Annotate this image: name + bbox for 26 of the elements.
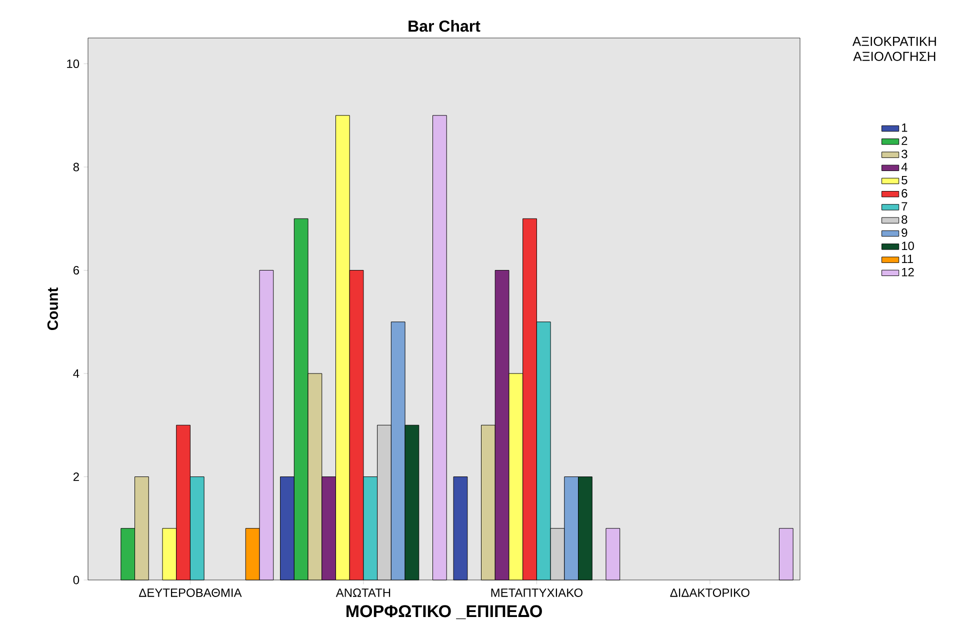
y-tick-label: 4 <box>73 369 80 378</box>
y-axis-title: Count <box>47 288 58 330</box>
y-tick-label: 6 <box>73 266 80 275</box>
y-tick-label: 2 <box>73 472 79 481</box>
y-tick-label: 8 <box>73 162 80 172</box>
legend-label: 12 <box>902 268 914 276</box>
legend-label: 7 <box>902 202 908 210</box>
legend-label: 6 <box>902 189 908 198</box>
legend-label: 10 <box>902 242 914 250</box>
legend-label: 2 <box>902 136 908 145</box>
legend-label: 1 <box>902 123 908 132</box>
legend-title: ΑΞΙΟΚΡΑΤΙΚΗ ΑΞΙΟΛΟΓΗΣΗ <box>852 36 936 61</box>
y-tick-label: 10 <box>67 60 80 68</box>
x-tick-label: ΑΝΩΤΑΤΗ <box>336 588 390 597</box>
legend-label: 8 <box>902 215 908 224</box>
legend-label: 11 <box>902 254 913 264</box>
y-tick-label: 0 <box>73 576 80 584</box>
legend-label: 3 <box>902 150 908 158</box>
legend-label: 5 <box>902 176 908 184</box>
x-tick-label: ΔΕΥΤΕΡΟΒΑΘΜΙΑ <box>139 588 242 597</box>
x-axis-title: ΜΟΡΦΩΤΙΚΟ _ΕΠΙΠΕΔΟ <box>346 605 542 620</box>
x-tick-label: ΔΙΔΑΚΤΟΡΙΚΟ <box>670 588 750 597</box>
chart-title: Bar Chart <box>408 20 480 32</box>
legend-label: 4 <box>901 162 908 172</box>
legend-label: 9 <box>902 228 908 237</box>
x-tick-label: ΜΕΤΑΠΤΥΧΙΑΚΟ <box>491 588 582 597</box>
